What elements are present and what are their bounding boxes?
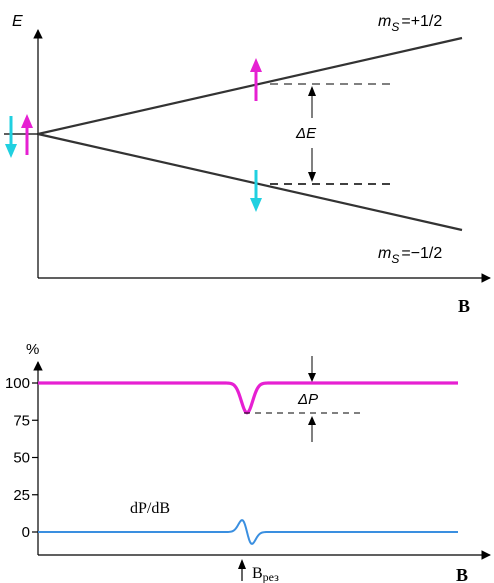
energy-gap-arrows (308, 86, 316, 182)
chart-y-unit-label: % (26, 341, 39, 358)
upper-level-label: mS =+1/2 (378, 13, 442, 34)
lower-level-label: mS =−1/2 (378, 245, 442, 266)
spin-up-arrow-icon (250, 58, 262, 101)
power-curve (38, 381, 458, 415)
delta-arrows (308, 356, 316, 442)
energy-gap-label: ΔE (295, 125, 317, 142)
energy-diagram: E B mS =+1/2 mS =−1/2 (4, 13, 491, 316)
spin-down-arrow-icon (250, 170, 262, 212)
y-tick-label: 50 (13, 450, 30, 467)
delta-label: ΔP (297, 391, 318, 408)
energy-y-axis-label: E (12, 13, 23, 30)
spin-down-arrow-left-icon (5, 116, 17, 158)
absorption-chart: % B 100 75 50 25 0 dP/dB ΔP Bрез (5, 341, 491, 583)
y-tick-label: 0 (22, 524, 30, 541)
y-tick-label: 25 (13, 487, 30, 504)
energy-x-axis-label: B (458, 296, 470, 316)
resonance-arrow-icon (238, 559, 246, 581)
lower-energy-level (37, 132, 463, 232)
derivative-curve (38, 518, 458, 546)
chart-x-axis-label: B (456, 565, 468, 583)
derivative-label: dP/dB (130, 500, 170, 517)
spin-up-arrow-left-icon (21, 114, 33, 155)
upper-energy-level (37, 36, 463, 136)
y-tick-label: 75 (13, 412, 30, 429)
resonance-label: Bрез (252, 565, 279, 583)
y-tick-group: 100 75 50 25 0 (5, 375, 38, 541)
y-tick-label: 100 (5, 375, 30, 392)
